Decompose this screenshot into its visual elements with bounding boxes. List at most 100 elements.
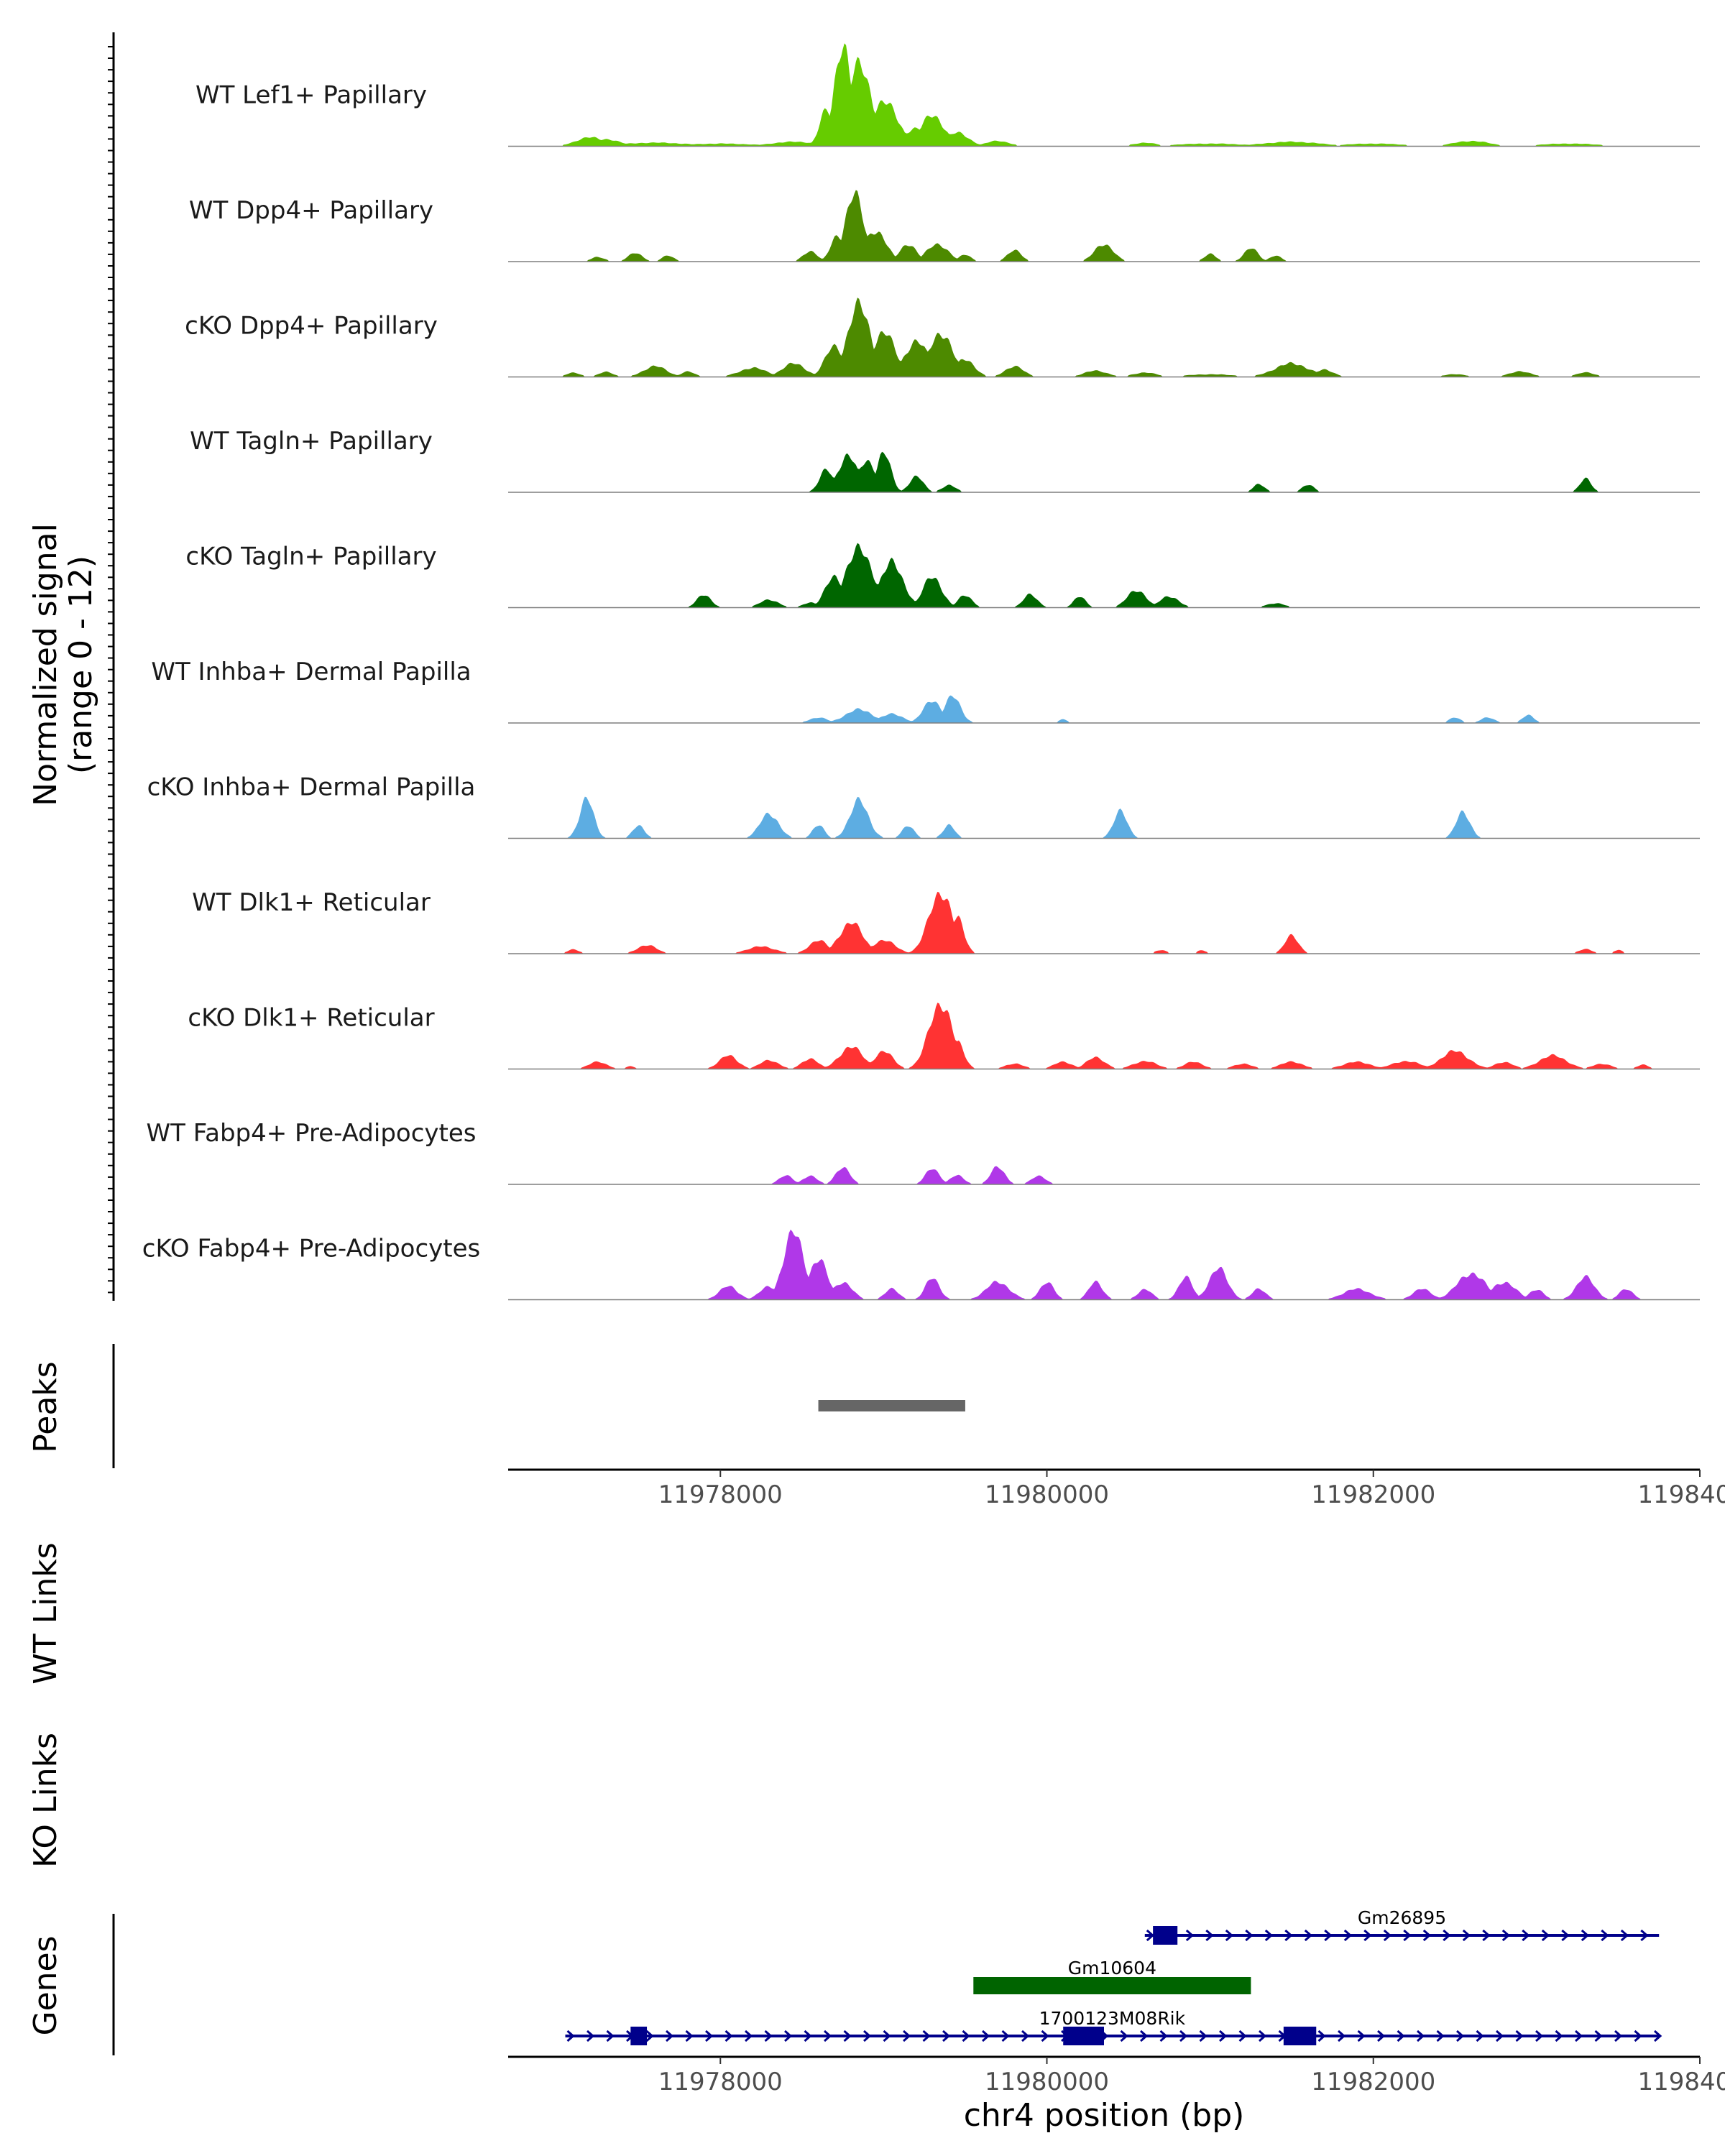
x-axis-lower-ticks: 11978000 11980000 11982000 11984000 [658, 2057, 1725, 2096]
strand-arrow [1515, 2030, 1524, 2042]
x-tick-label: 11980000 [985, 2068, 1109, 2096]
strand-arrow [1634, 2030, 1642, 2042]
ko-links-track-label: KO Links [27, 1733, 64, 1868]
signal-y-axis-ticks [108, 46, 114, 1294]
genes-track-label: Genes [27, 1935, 64, 2035]
strand-arrow [586, 2030, 595, 2042]
strand-arrow [843, 2030, 852, 2042]
track-label: WT Dpp4+ Papillary [189, 196, 433, 225]
strand-arrow [1001, 2030, 1010, 2042]
strand-arrow [1594, 2030, 1603, 2042]
strand-arrow [1601, 1929, 1609, 1942]
strand-arrow [1555, 2030, 1563, 2042]
strand-arrow [764, 2030, 773, 2042]
strand-arrow [1159, 2030, 1168, 2042]
strand-arrow [982, 2030, 990, 2042]
track-9: cKO Dlk1+ Reticular [188, 1003, 1700, 1070]
strand-arrow [1614, 2030, 1623, 2042]
strand-arrow [1245, 1929, 1254, 1942]
gene-exon [1153, 1926, 1178, 1945]
strand-arrow [606, 2030, 615, 2042]
strand-arrow [1041, 2030, 1049, 2042]
strand-arrow [1620, 1929, 1629, 1942]
track-label: WT Inhba+ Dermal Papilla [151, 658, 471, 686]
strand-arrow [1357, 2030, 1366, 2042]
peak-regions [818, 1400, 965, 1411]
x-tick-label: 11984000 [1637, 1480, 1725, 1509]
track-label: cKO Tagln+ Papillary [185, 543, 436, 571]
coverage-area [508, 543, 1700, 608]
coverage-tracks: WT Lef1+ Papillary WT Dpp4+ Papillary cKO … [142, 43, 1700, 1301]
strand-arrow [1205, 1929, 1214, 1942]
gene-exon [630, 2027, 648, 2045]
track-6: WT Inhba+ Dermal Papilla [151, 658, 1700, 724]
strand-arrow [1259, 2030, 1267, 2042]
strand-arrow [666, 2030, 674, 2042]
track-label: WT Tagln+ Papillary [190, 427, 433, 456]
x-tick-label: 11980000 [985, 1480, 1109, 1509]
strand-arrow [685, 2030, 694, 2042]
strand-arrow [1317, 2030, 1326, 2042]
coverage-area [508, 451, 1700, 492]
strand-arrow [962, 2030, 970, 2042]
strand-arrow [1397, 2030, 1405, 2042]
strand-arrow [1185, 1929, 1195, 1942]
strand-arrow [1238, 2030, 1247, 2042]
gene-name-label: 1700123M08Rik [1039, 2008, 1186, 2029]
coverage-area [508, 1003, 1700, 1069]
strand-arrow [1338, 2030, 1346, 2042]
strand-arrow [824, 2030, 832, 2042]
strand-arrow [1363, 1929, 1372, 1942]
track-4: WT Tagln+ Papillary [190, 427, 1700, 493]
strand-arrow [1120, 2030, 1128, 2042]
strand-arrow [1422, 1929, 1432, 1942]
gene-1700123m08rik: 1700123M08Rik [565, 2008, 1662, 2045]
track-label: cKO Inhba+ Dermal Papilla [147, 773, 476, 802]
strand-arrow [1417, 2030, 1425, 2042]
strand-arrow [724, 2030, 733, 2042]
x-axis-upper-ticks: 11978000 11980000 11982000 11984000 [658, 1470, 1725, 1509]
track-10: WT Fabp4+ Pre-Adipocytes [147, 1119, 1700, 1185]
track-label: WT Fabp4+ Pre-Adipocytes [147, 1119, 477, 1148]
coverage-area [508, 190, 1700, 262]
strand-arrow [1436, 2030, 1445, 2042]
track-5: cKO Tagln+ Papillary [185, 543, 1700, 609]
strand-arrow [1146, 1929, 1155, 1942]
x-tick-label: 11982000 [1311, 2068, 1435, 2096]
strand-arrow [1496, 2030, 1504, 2042]
signal-ylabel-range: (range 0 - 12) [63, 556, 99, 774]
strand-arrow [1654, 2030, 1662, 2042]
strand-arrow [903, 2030, 911, 2042]
strand-arrow [942, 2030, 951, 2042]
track-1: WT Lef1+ Papillary [196, 43, 1700, 147]
x-tick-label: 11978000 [658, 2068, 783, 2096]
coverage-area [508, 1166, 1700, 1184]
x-tick-label: 11982000 [1311, 1480, 1435, 1509]
strand-arrow [1343, 1929, 1353, 1942]
strand-arrow [922, 2030, 931, 2042]
strand-arrow [1021, 2030, 1030, 2042]
x-tick-label: 11978000 [658, 1480, 783, 1509]
strand-arrow [745, 2030, 753, 2042]
track-7: cKO Inhba+ Dermal Papilla [147, 773, 1700, 839]
strand-arrow [1501, 1929, 1511, 1942]
gene-name-label: Gm10604 [1068, 1958, 1156, 1978]
strand-arrow [863, 2030, 872, 2042]
strand-arrow [1284, 1929, 1293, 1942]
strand-arrow [1225, 1929, 1234, 1942]
coverage-area [508, 43, 1700, 147]
signal-ylabel: Normalized signal [27, 523, 64, 806]
coverage-area [508, 1230, 1700, 1300]
track-11: cKO Fabp4+ Pre-Adipocytes [142, 1230, 1700, 1301]
track-label: cKO Dpp4+ Papillary [185, 312, 438, 341]
peaks-track-label: Peaks [27, 1361, 64, 1452]
strand-arrow [566, 2030, 575, 2042]
gene-gm10604: Gm10604 [973, 1958, 1251, 1994]
strand-arrow [1403, 1929, 1412, 1942]
gene-exon [1283, 2027, 1317, 2045]
strand-arrow [1640, 1929, 1649, 1942]
strand-arrow [784, 2030, 793, 2042]
strand-arrow [1561, 1929, 1570, 1942]
x-tick-label: 11984000 [1637, 2068, 1725, 2096]
coverage-area [508, 796, 1700, 839]
